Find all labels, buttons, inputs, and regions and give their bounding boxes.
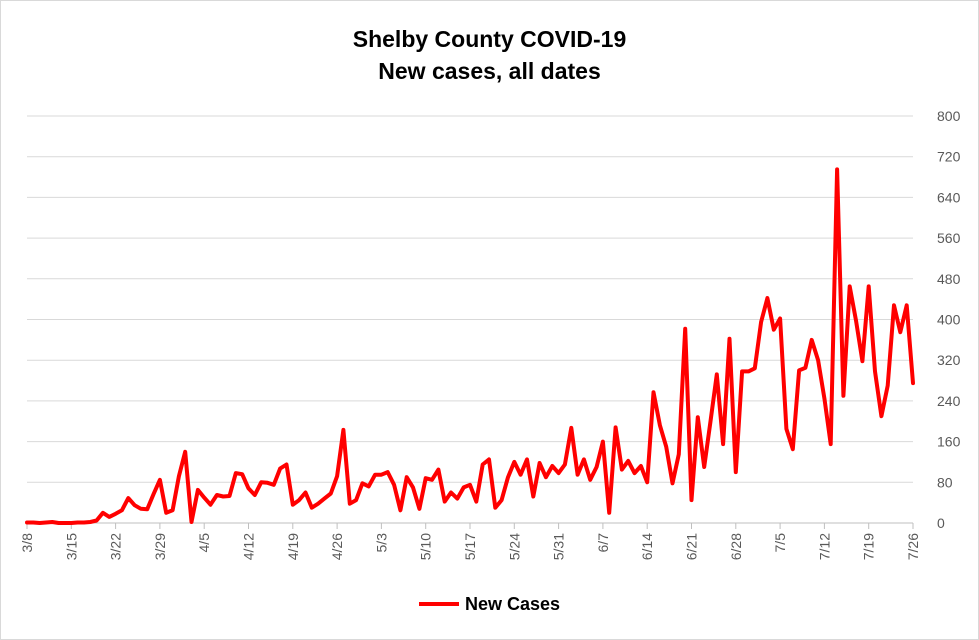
x-tick-label: 3/15: [63, 533, 79, 560]
x-tick-label: 6/28: [728, 533, 744, 560]
x-tick-label: 6/7: [595, 533, 611, 553]
y-tick-label: 720: [937, 149, 961, 165]
y-tick-label: 640: [937, 189, 961, 205]
x-tick-label: 4/26: [329, 533, 345, 560]
x-tick-label: 7/5: [772, 533, 788, 553]
chart-title: Shelby County COVID-19: [352, 26, 627, 52]
x-tick-label: 6/14: [639, 533, 655, 560]
chart-title-block: Shelby County COVID-19 New cases, all da…: [1, 23, 978, 87]
x-axis-ticks: 3/8 3/15 3/22 3/29 4/5 4/12 4/19 4/26 5/3 5/10 5/1…: [19, 523, 921, 560]
x-tick-label: 3/22: [108, 533, 124, 560]
x-tick-label: 5/10: [418, 533, 434, 560]
y-tick-label: 400: [937, 312, 961, 328]
x-tick-label: 3/8: [19, 533, 35, 553]
x-tick-label: 7/26: [905, 533, 921, 560]
series-line-new-cases: [25, 167, 915, 525]
x-tick-label: 5/3: [373, 533, 389, 553]
gridlines: [27, 115, 913, 483]
x-tick-label: 5/31: [551, 533, 567, 560]
x-tick-label: 7/12: [816, 533, 832, 560]
legend-swatch-new-cases: [418, 602, 459, 606]
x-tick-label: 4/19: [285, 533, 301, 560]
x-tick-label: 6/21: [684, 533, 700, 560]
x-tick-label: 4/12: [241, 533, 257, 560]
y-tick-label: 320: [937, 352, 961, 368]
y-tick-label: 160: [937, 434, 961, 450]
legend: New Cases: [1, 593, 978, 615]
x-tick-label: 3/29: [152, 533, 168, 560]
legend-entry: New Cases: [418, 593, 561, 615]
y-axis-ticks: 0 80 160 240 320 400 480 560 640 720 800: [937, 108, 961, 531]
y-tick-label: 480: [937, 271, 961, 287]
series-group: [25, 167, 915, 525]
y-tick-label: 800: [937, 108, 961, 124]
x-tick-label: 4/5: [196, 533, 212, 553]
x-tick-label: 5/17: [462, 533, 478, 560]
chart-subtitle: New cases, all dates: [378, 58, 601, 84]
x-tick-label: 5/24: [506, 533, 522, 560]
y-tick-label: 80: [937, 474, 953, 490]
y-tick-label: 0: [937, 515, 945, 531]
x-tick-label: 7/19: [861, 533, 877, 560]
legend-label-new-cases: New Cases: [464, 593, 561, 614]
y-tick-label: 560: [937, 230, 961, 246]
y-tick-label: 240: [937, 393, 961, 409]
